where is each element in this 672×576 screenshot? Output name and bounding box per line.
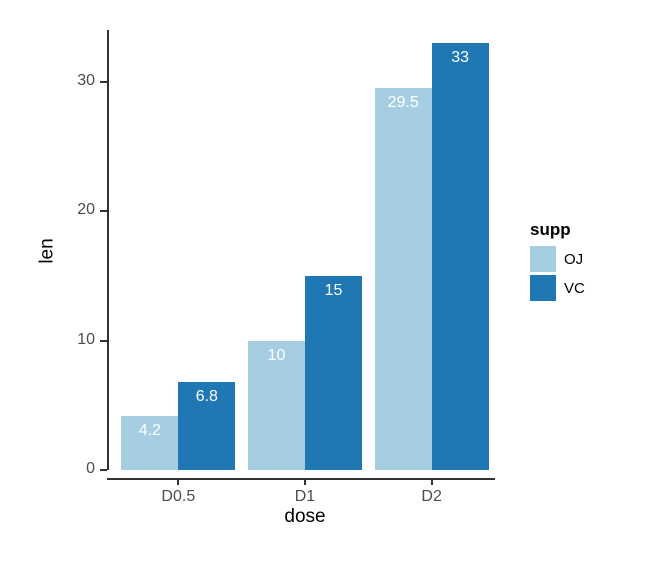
bar-value-label: 4.2 (121, 422, 178, 440)
y-tick-label: 10 (57, 331, 95, 349)
y-tick-mark (100, 210, 107, 212)
y-tick-label: 30 (57, 72, 95, 90)
legend: supp OJ VC (530, 220, 585, 304)
legend-swatch (530, 246, 556, 272)
x-tick-label: D1 (242, 488, 369, 506)
legend-item: OJ (530, 246, 585, 272)
x-axis-label: dose (115, 506, 495, 528)
bar-oj: 29.5 (375, 88, 432, 470)
legend-item: VC (530, 275, 585, 301)
bar-value-label: 29.5 (375, 94, 432, 112)
legend-label: OJ (564, 251, 583, 268)
y-tick-label: 20 (57, 201, 95, 219)
bar-oj: 10 (248, 341, 305, 470)
legend-label: VC (564, 280, 585, 297)
bar-vc: 33 (432, 43, 489, 470)
y-tick-mark (100, 469, 107, 471)
legend-swatch (530, 275, 556, 301)
x-axis-line (107, 478, 495, 480)
legend-title: supp (530, 220, 585, 240)
x-tick-label: D0.5 (115, 488, 242, 506)
bar-value-label: 10 (248, 347, 305, 365)
y-tick-label: 0 (57, 460, 95, 478)
bar-vc: 15 (305, 276, 362, 470)
y-tick-mark (100, 340, 107, 342)
y-axis-line (107, 30, 109, 470)
chart-container: len dose 0 10 20 30 D0.5D1D2 4.26.8 10 15 29.5… (0, 0, 672, 576)
y-axis-label: len (37, 238, 59, 263)
plot-area: 4.26.8 10 15 29.5 33 (115, 30, 495, 470)
bar-value-label: 6.8 (178, 388, 235, 406)
x-tick-label: D2 (368, 488, 495, 506)
bar-oj: 4.2 (121, 416, 178, 470)
bar-value-label: 33 (432, 49, 489, 67)
y-tick-mark (100, 81, 107, 83)
bar-value-label: 15 (305, 282, 362, 300)
bar-vc: 6.8 (178, 382, 235, 470)
